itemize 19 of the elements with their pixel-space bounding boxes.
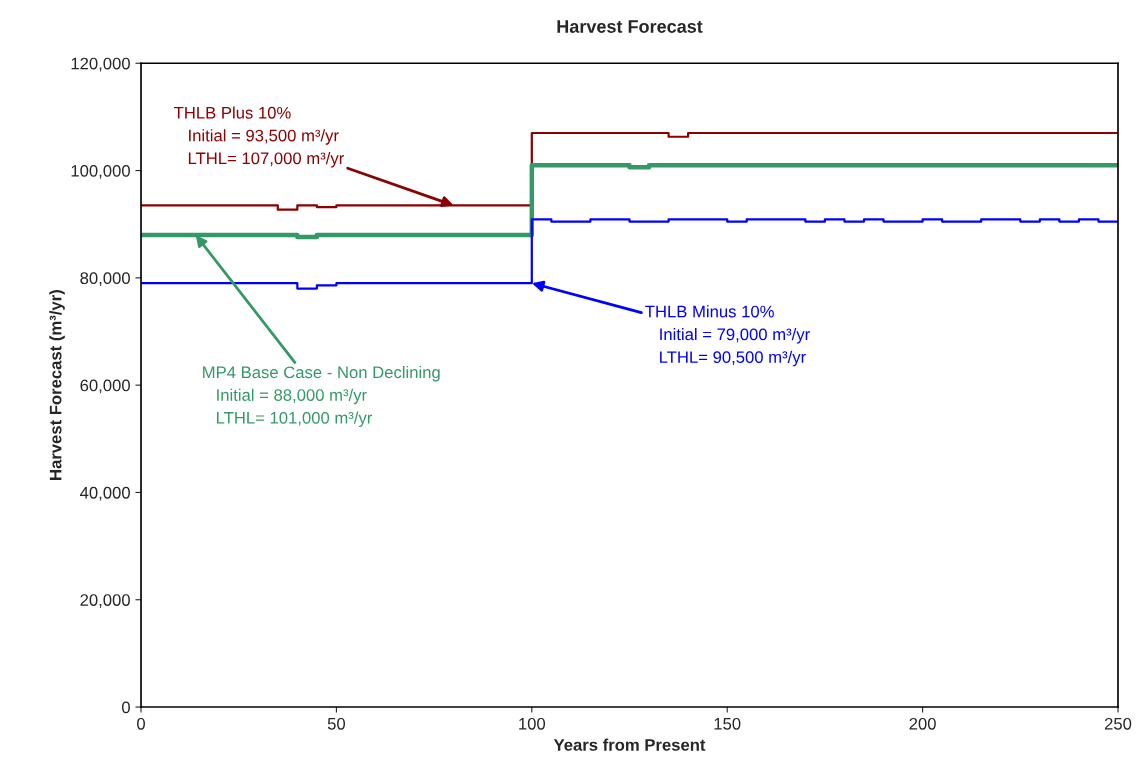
annotation: MP4 Base Case - Non Declining Initial = 88,000 m³/yr LTHL= 101,000 m³/yr [203, 365, 440, 428]
y-tick-label: 60,000 [80, 379, 130, 394]
annotation: THLB Minus 10% Initial = 79,000 m³/yr LTHL= 90,500 m³/yr [645, 305, 810, 367]
y-tick-label: 120,000 [71, 57, 130, 72]
y-axis-title: Harvest Forecast (m³/yr) [49, 290, 65, 480]
x-tick-label: 200 [909, 717, 936, 730]
x-tick-label: 0 [137, 717, 145, 730]
y-tick-label: 40,000 [80, 486, 130, 501]
x-axis-title: Years from Present [553, 738, 706, 751]
y-tick-label: 20,000 [80, 594, 130, 608]
x-tick-label: 100 [519, 717, 546, 730]
chart-title: Harvest Forecast [557, 20, 703, 33]
x-tick-label: 150 [714, 717, 741, 730]
y-tick-label: 80,000 [80, 272, 130, 287]
annotation: THLB Plus 10% Initial = 93,500 m³/yr LTHL= 107,000 m³/yr [174, 106, 344, 168]
x-tick-label: 250 [1104, 717, 1132, 730]
y-tick-label: 0 [121, 701, 130, 714]
y-tick-label: 100,000 [71, 164, 130, 179]
x-tick-label: 50 [327, 717, 346, 730]
